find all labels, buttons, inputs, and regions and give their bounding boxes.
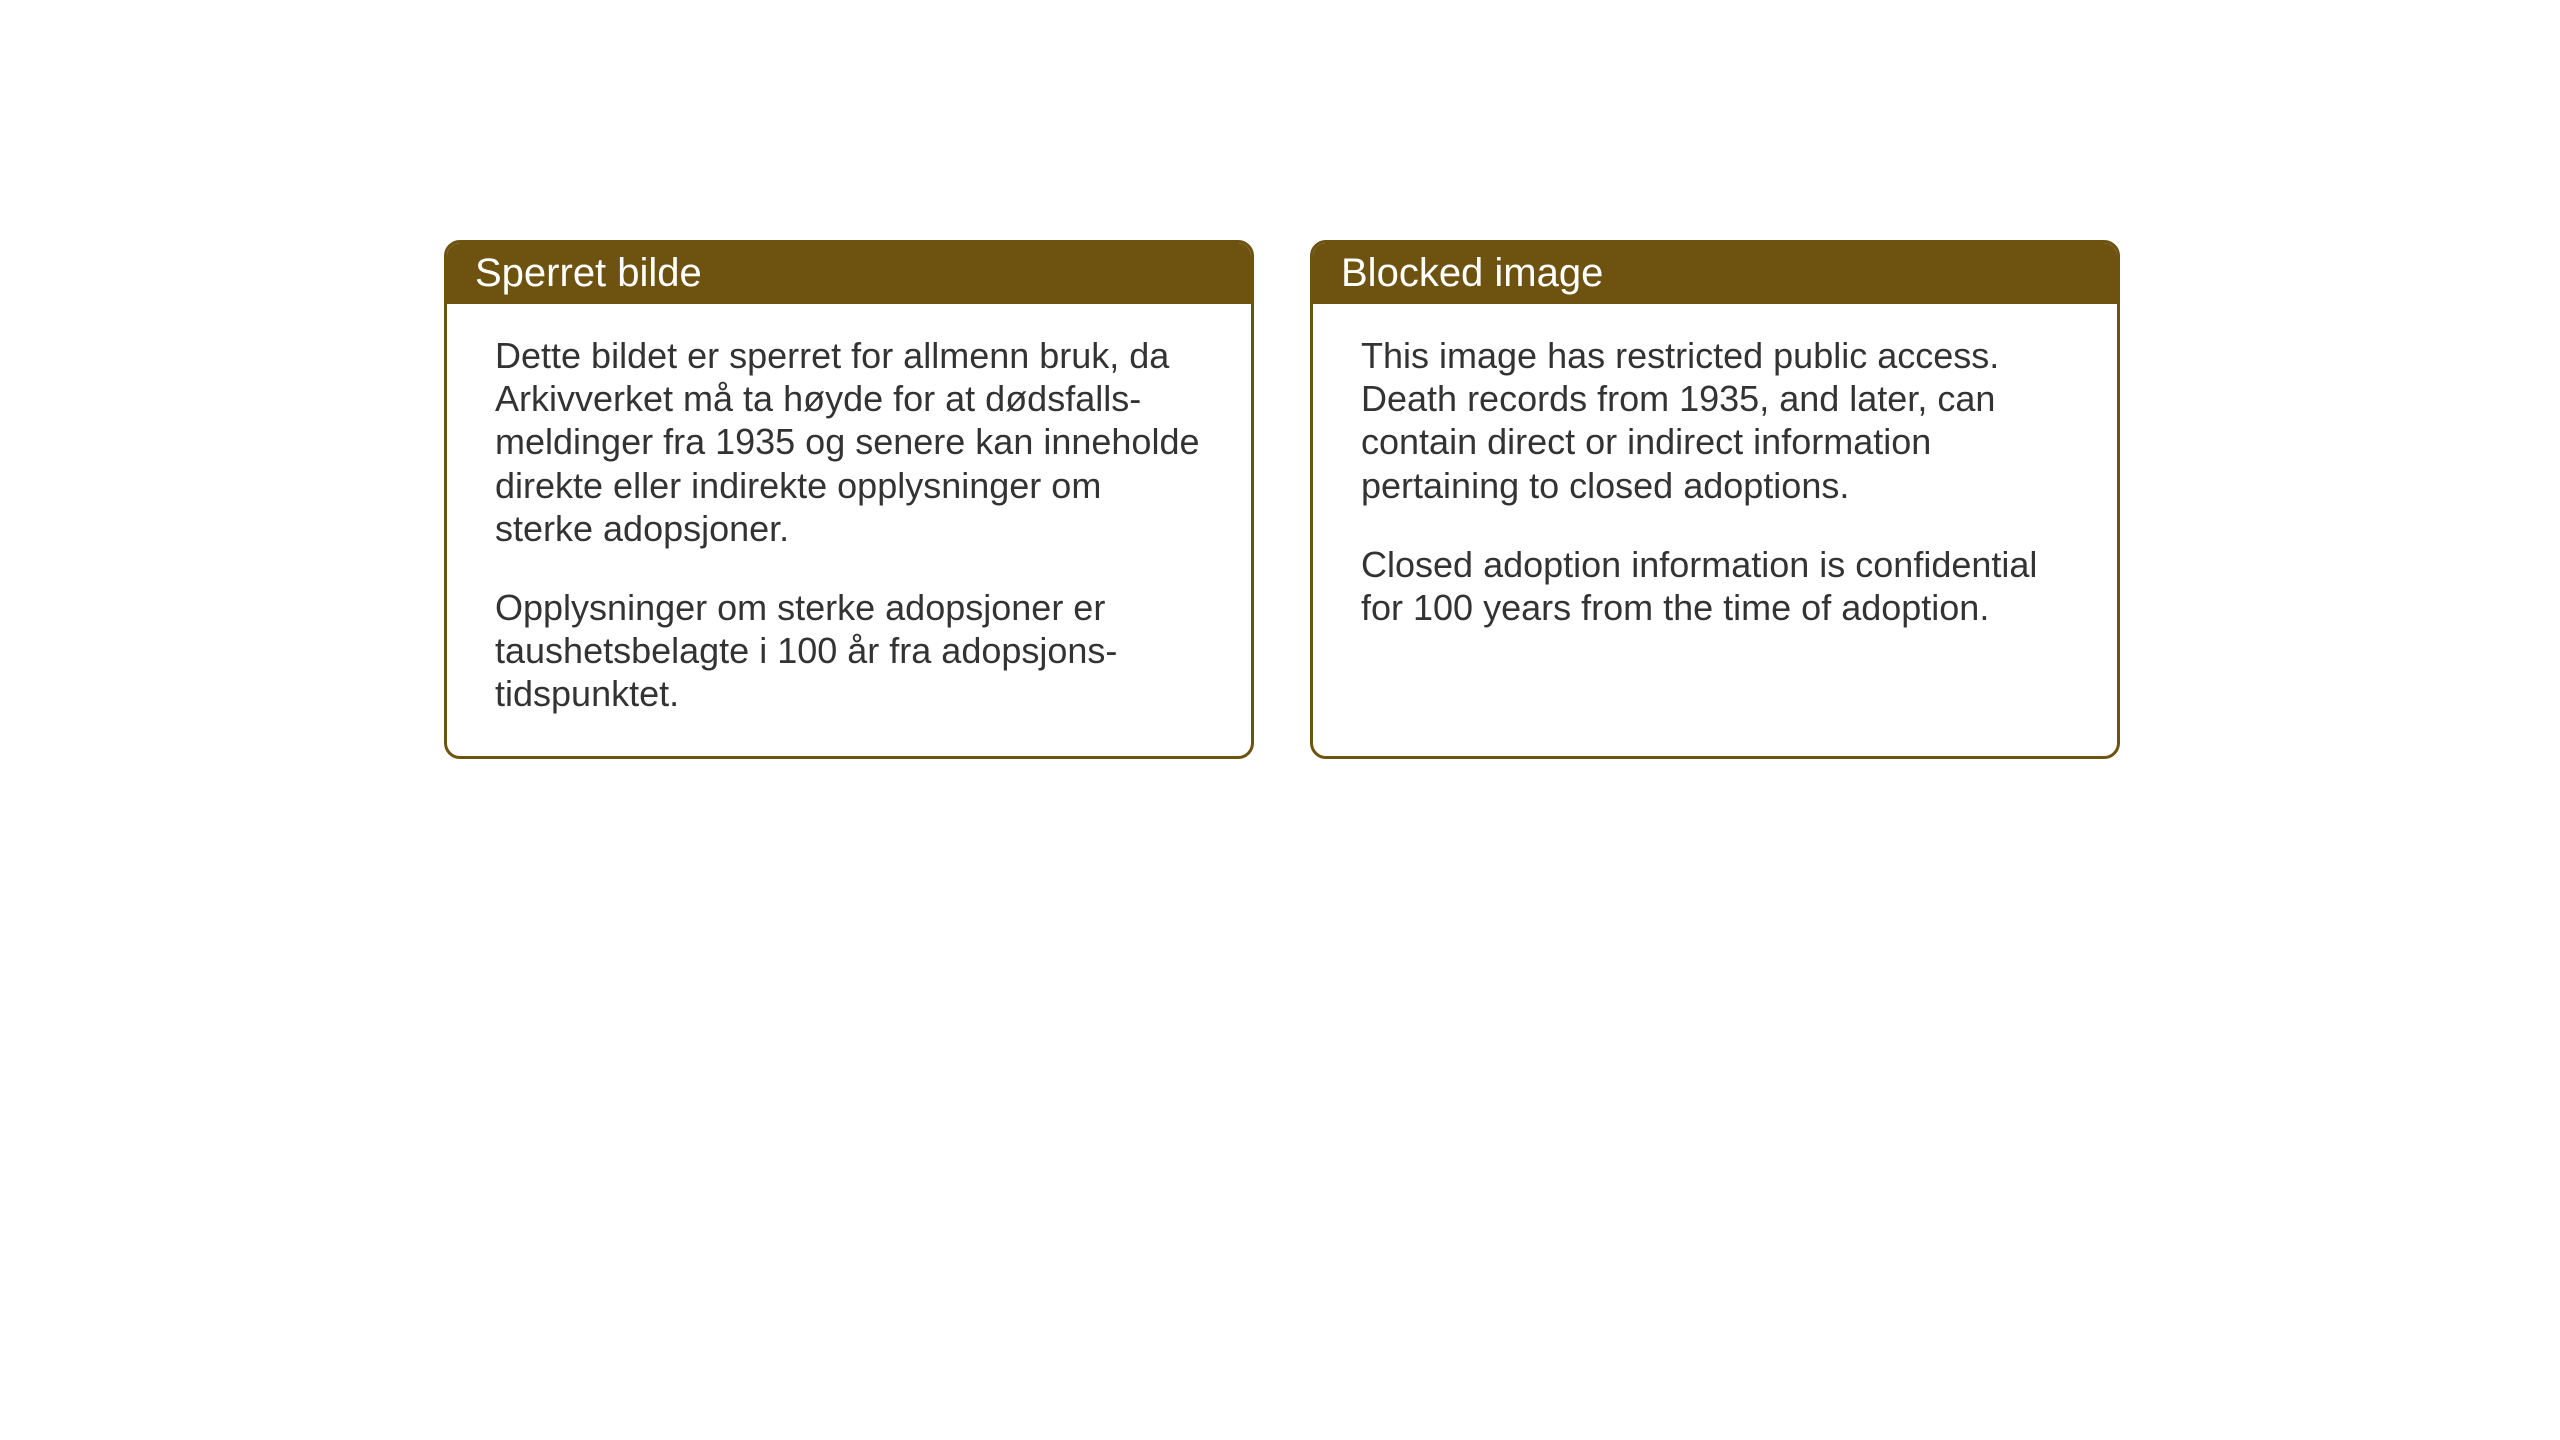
english-card-title: Blocked image — [1313, 243, 2117, 304]
english-card-body: This image has restricted public access.… — [1313, 304, 2117, 719]
norwegian-notice-card: Sperret bilde Dette bildet er sperret fo… — [444, 240, 1254, 759]
norwegian-card-title: Sperret bilde — [447, 243, 1251, 304]
english-paragraph-2: Closed adoption information is confident… — [1361, 543, 2069, 629]
norwegian-paragraph-2: Opplysninger om sterke adopsjoner er tau… — [495, 586, 1203, 716]
notice-cards-container: Sperret bilde Dette bildet er sperret fo… — [444, 240, 2120, 759]
norwegian-paragraph-1: Dette bildet er sperret for allmenn bruk… — [495, 334, 1203, 550]
norwegian-card-body: Dette bildet er sperret for allmenn bruk… — [447, 304, 1251, 756]
english-notice-card: Blocked image This image has restricted … — [1310, 240, 2120, 759]
english-paragraph-1: This image has restricted public access.… — [1361, 334, 2069, 507]
